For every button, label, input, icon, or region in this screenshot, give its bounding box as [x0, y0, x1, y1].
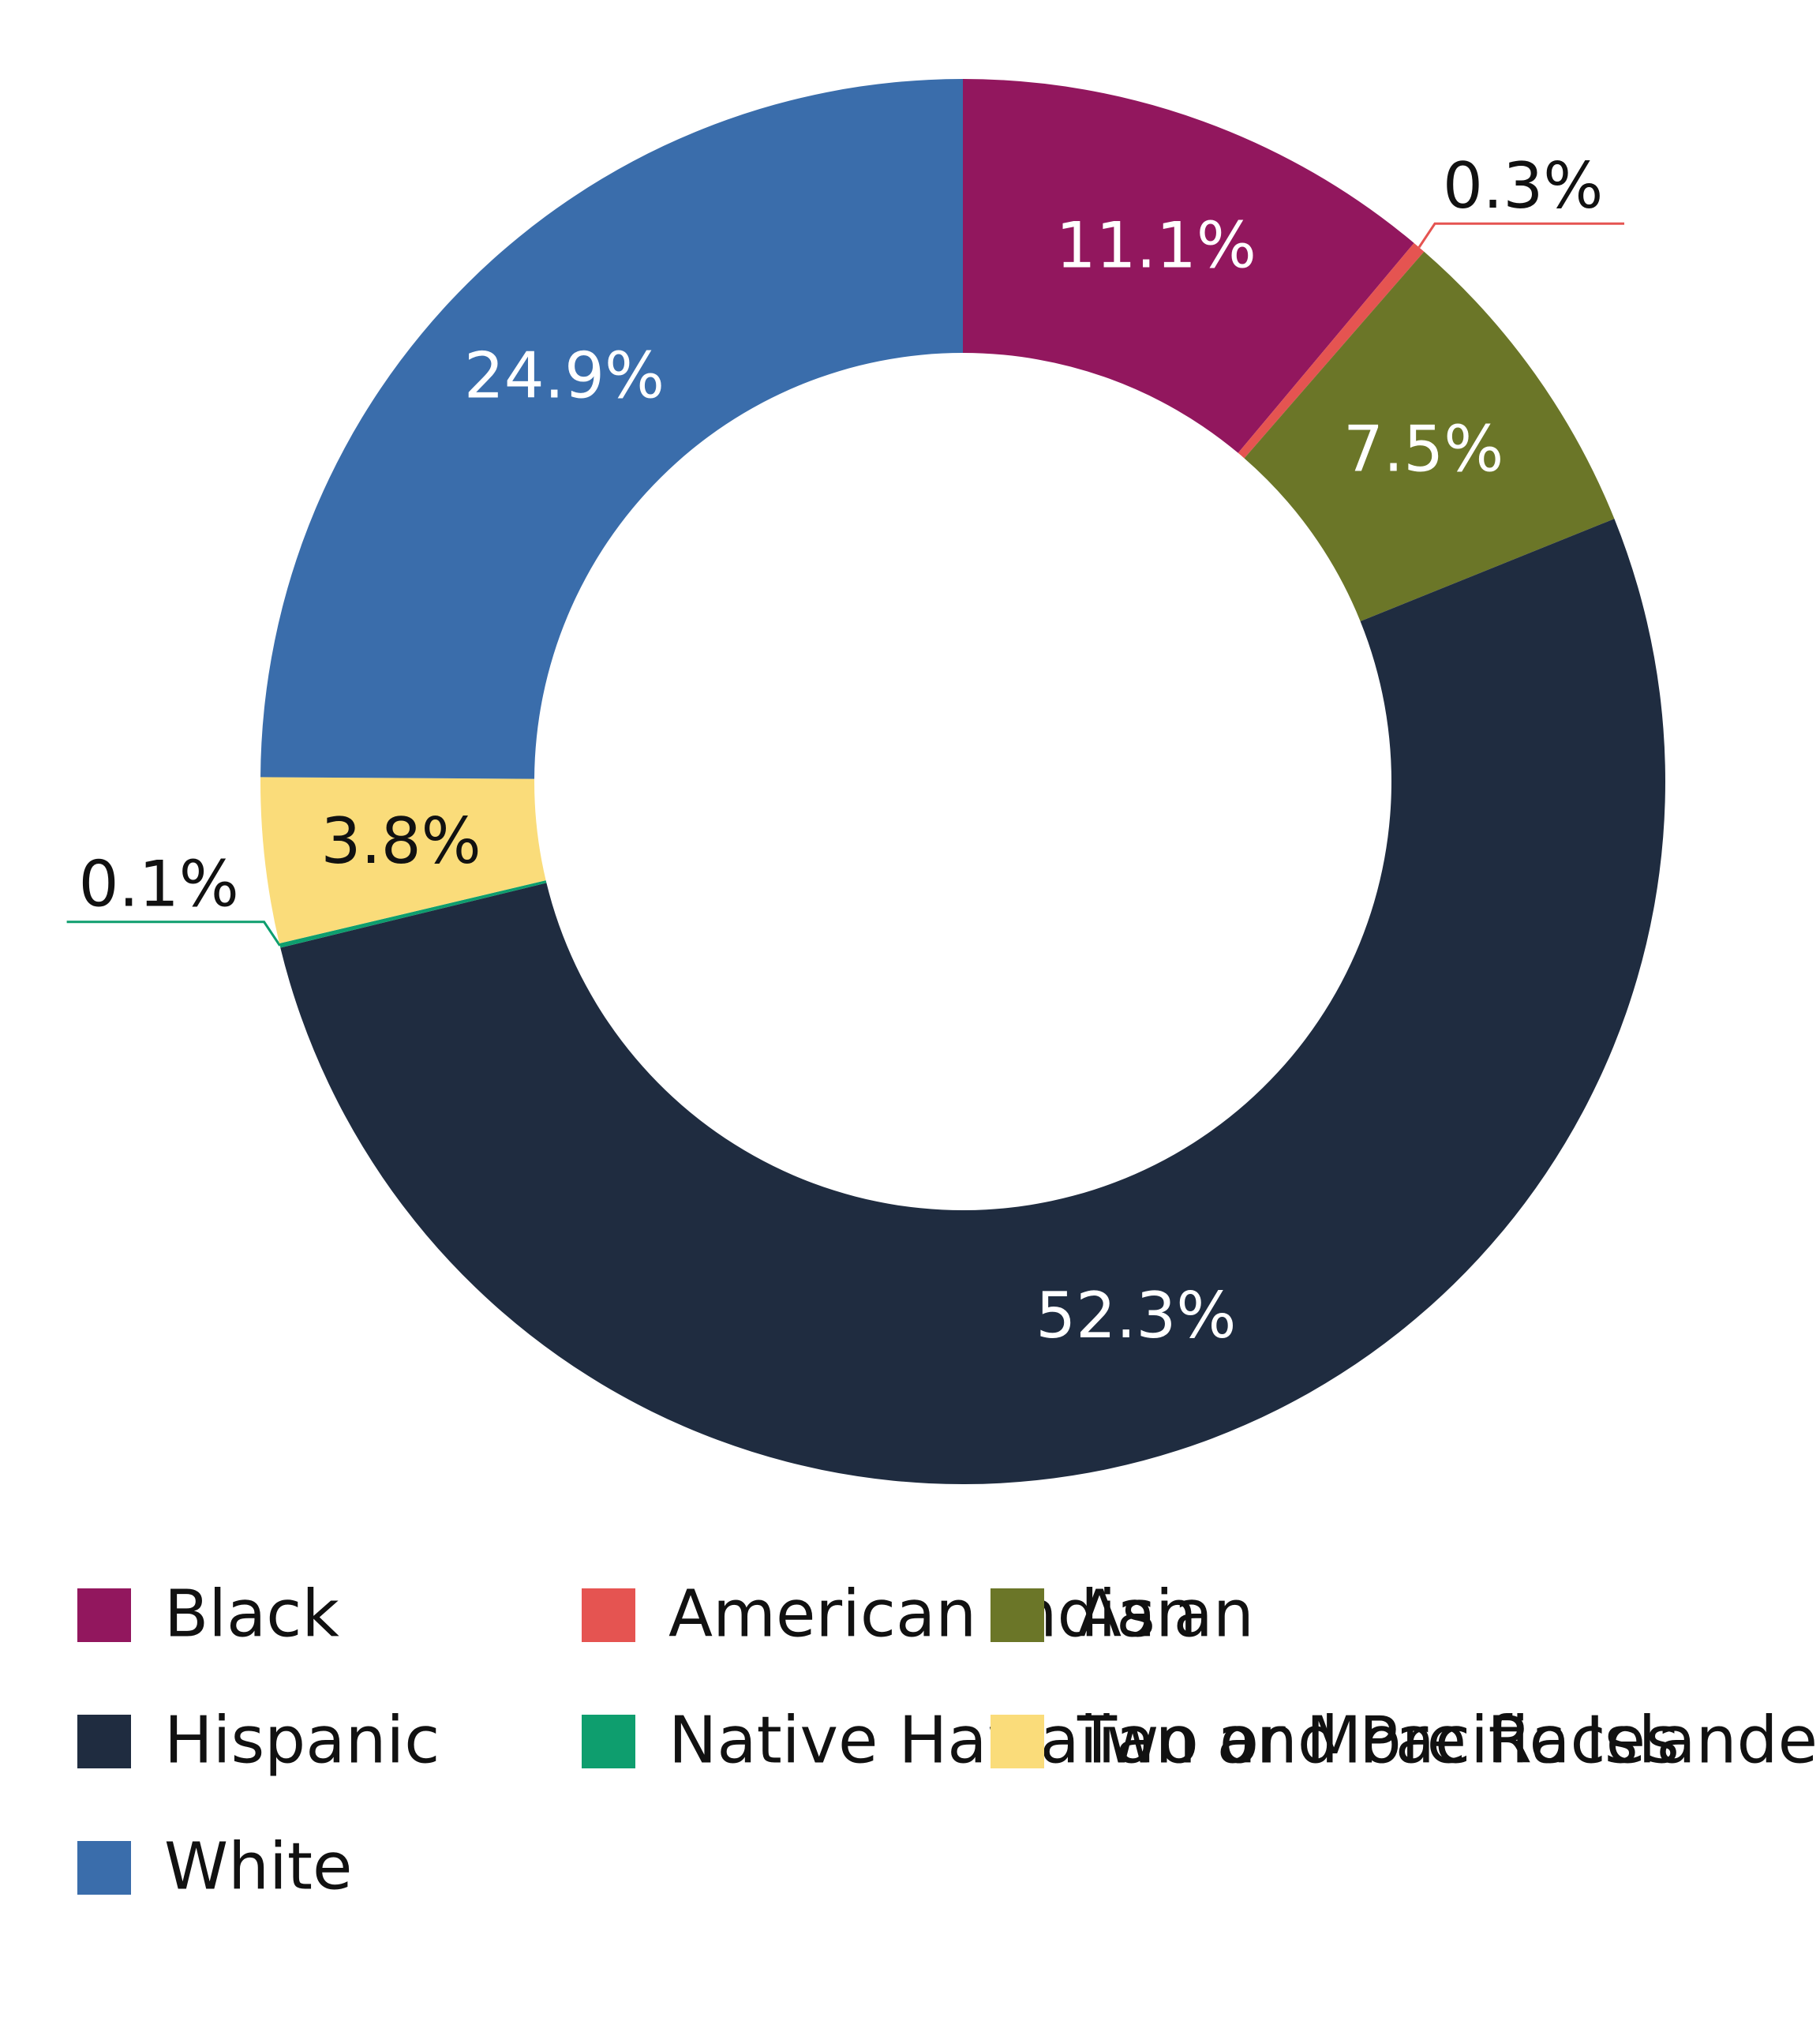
data-label: 0.3% [1443, 149, 1603, 223]
data-label: 3.8% [320, 804, 481, 878]
data-label: 11.1% [1056, 209, 1256, 283]
legend-label: Hispanic [164, 1703, 440, 1778]
data-label: 7.5% [1343, 412, 1504, 486]
legend-label: Native Hawaiian and Pacific Islander [668, 1703, 1820, 1778]
legend-label: Two or More Races [1077, 1703, 1680, 1778]
legend-swatch [582, 1588, 635, 1642]
data-label: 52.3% [1035, 1279, 1236, 1352]
legend-swatch [77, 1841, 131, 1895]
legend-swatch [77, 1588, 131, 1642]
leader-line [1417, 222, 1625, 249]
donut-segment [280, 519, 1666, 1485]
legend-swatch [991, 1588, 1044, 1642]
donut-segment [1244, 251, 1615, 621]
donut-segment [963, 79, 1414, 453]
data-label: 24.9% [464, 339, 665, 413]
legend-label: American Indian [668, 1577, 1197, 1652]
donut-segment [1238, 242, 1425, 459]
legend-label: Black [164, 1577, 339, 1652]
legend-label: Asian [1077, 1577, 1254, 1652]
donut-segment [260, 777, 546, 944]
legend-label: White [164, 1829, 352, 1904]
donut-segment [279, 880, 547, 948]
legend-swatch [77, 1715, 131, 1768]
legend-swatch [582, 1715, 635, 1768]
donut-segment [260, 79, 963, 779]
leader-line [66, 921, 281, 947]
data-label: 0.1% [79, 848, 239, 921]
legend-swatch [991, 1715, 1044, 1768]
